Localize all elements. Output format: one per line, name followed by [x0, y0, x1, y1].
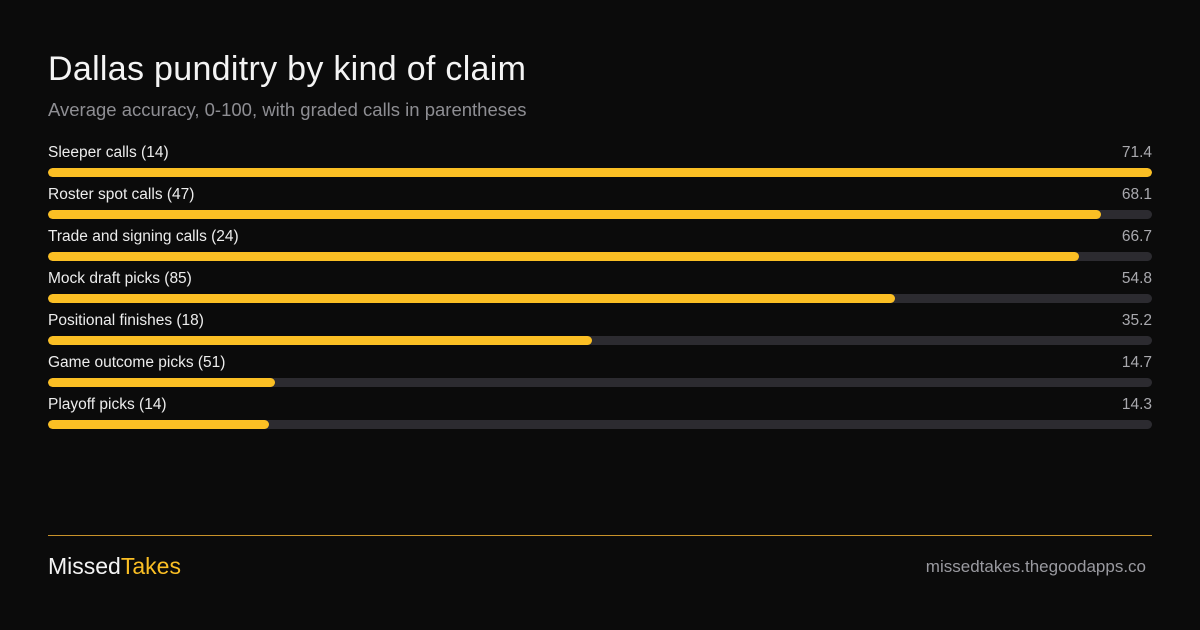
value-label: 14.7: [1121, 354, 1152, 371]
category-label: Mock draft picks (85): [48, 270, 192, 287]
bar-row: Roster spot calls (47) 68.1: [48, 186, 1152, 228]
bar: [48, 210, 1101, 219]
bar: [48, 336, 593, 345]
bar: [48, 168, 1152, 177]
value-label: 35.2: [1121, 312, 1152, 329]
value-label: 14.3: [1121, 396, 1152, 413]
category-label: Trade and signing calls (24): [48, 228, 239, 245]
bar-track: [48, 168, 1152, 177]
bar-chart: Sleeper calls (14) 71.4 Roster spot calls …: [48, 144, 1152, 438]
bar-track: [48, 336, 1152, 345]
bar: [48, 294, 896, 303]
category-label: Roster spot calls (47): [48, 186, 195, 203]
category-label: Sleeper calls (14): [48, 144, 169, 161]
category-label: Playoff picks (14): [48, 396, 167, 413]
bar-row: Mock draft picks (85) 54.8: [48, 270, 1152, 312]
chart-title: Dallas punditry by kind of claim: [48, 50, 527, 88]
bar-track: [48, 420, 1152, 429]
value-label: 54.8: [1121, 270, 1152, 287]
category-label: Game outcome picks (51): [48, 354, 226, 371]
chart-subtitle: Average accuracy, 0-100, with graded cal…: [48, 99, 527, 120]
bar-track: [48, 210, 1152, 219]
bar-row: Playoff picks (14) 14.3: [48, 396, 1152, 438]
bar-row: Trade and signing calls (24) 66.7: [48, 228, 1152, 270]
bar: [48, 378, 276, 387]
bar-row: Sleeper calls (14) 71.4: [48, 144, 1152, 186]
bar-track: [48, 378, 1152, 387]
bar-track: [48, 252, 1152, 261]
bar-row: Game outcome picks (51) 14.7: [48, 354, 1152, 396]
footer-divider: [48, 535, 1152, 536]
bar-row: Positional finishes (18) 35.2: [48, 312, 1152, 354]
bar: [48, 252, 1080, 261]
value-label: 68.1: [1121, 186, 1152, 203]
bar: [48, 420, 270, 429]
category-label: Positional finishes (18): [48, 312, 204, 329]
bar-track: [48, 294, 1152, 303]
value-label: 66.7: [1121, 228, 1152, 245]
brand-logo: MissedTakes: [48, 553, 181, 580]
site-url: missedtakes.thegoodapps.co: [925, 557, 1146, 576]
brand-name-part1: Missed: [48, 553, 121, 579]
value-label: 71.4: [1121, 144, 1152, 161]
brand-name-part2: Takes: [120, 553, 181, 579]
